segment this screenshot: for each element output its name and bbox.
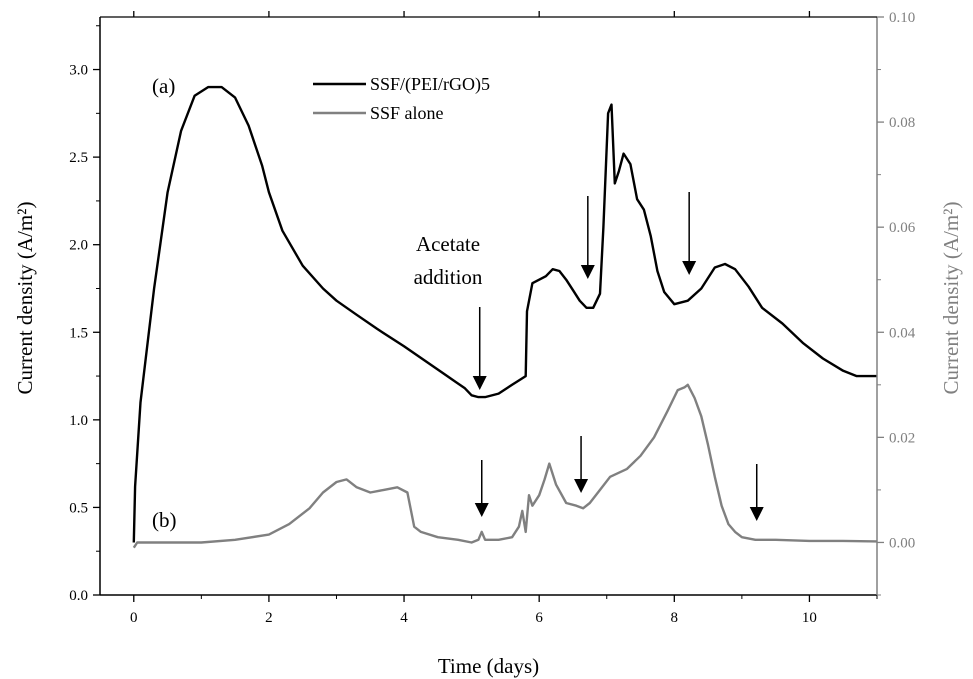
legend: SSF/(PEI/rGO)5 SSF alone <box>313 74 490 123</box>
series-line-a <box>132 85 877 543</box>
ticks-layer: 0 2 4 6 8 10 0.0 0.5 1.0 1.5 2.0 2.5 3.0 0.00 0.02 0.04… <box>69 10 916 626</box>
x-tick-label: 8 <box>671 610 679 626</box>
y-right-tick-label: 0.02 <box>889 430 915 446</box>
y-left-tick-label: 1.5 <box>69 325 88 341</box>
y-right-tick-label: 0.10 <box>889 10 915 26</box>
series-b-label: (b) <box>152 508 177 532</box>
acetate-annotation-line2: addition <box>414 265 483 289</box>
y-right-tick-label: 0.08 <box>889 115 915 131</box>
y-left-tick-label: 3.0 <box>69 63 88 79</box>
x-tick-label: 10 <box>802 610 817 626</box>
acetate-annotation-line1: Acetate <box>416 232 480 256</box>
annotations: (a) (b) Acetate addition <box>152 74 483 532</box>
x-tick-label: 2 <box>265 610 273 626</box>
axis-titles: Time (days) Current density (A/m²) Curre… <box>13 202 963 678</box>
addition-arrow <box>574 436 589 493</box>
series-a-label: (a) <box>152 74 175 98</box>
plot-content <box>132 85 878 549</box>
y-axis-left-title: Current density (A/m²) <box>13 202 37 395</box>
y-left-tick-label: 2.5 <box>69 150 88 166</box>
y-right-tick-label: 0.04 <box>889 325 916 341</box>
legend-label-a: SSF/(PEI/rGO)5 <box>370 74 490 95</box>
legend-label-b: SSF alone <box>370 103 444 123</box>
addition-arrow <box>682 192 697 275</box>
addition-arrow <box>472 307 487 390</box>
x-tick-label: 4 <box>400 610 408 626</box>
addition-arrow <box>749 464 764 521</box>
addition-arrows <box>472 192 764 521</box>
x-tick-label: 6 <box>535 610 543 626</box>
y-left-tick-label: 0.5 <box>69 500 88 516</box>
y-left-tick-label: 1.0 <box>69 413 88 429</box>
y-left-tick-label: 0.0 <box>69 588 88 604</box>
y-right-tick-label: 0.00 <box>889 535 915 551</box>
y-axis-right-title: Current density (A/m²) <box>939 202 963 395</box>
y-right-tick-label: 0.06 <box>889 220 916 236</box>
x-tick-label: 0 <box>130 610 138 626</box>
y-left-tick-label: 2.0 <box>69 238 88 254</box>
addition-arrow <box>474 460 489 517</box>
x-axis-title: Time (days) <box>438 654 539 678</box>
series-line-b <box>132 383 878 549</box>
addition-arrow <box>580 196 595 279</box>
